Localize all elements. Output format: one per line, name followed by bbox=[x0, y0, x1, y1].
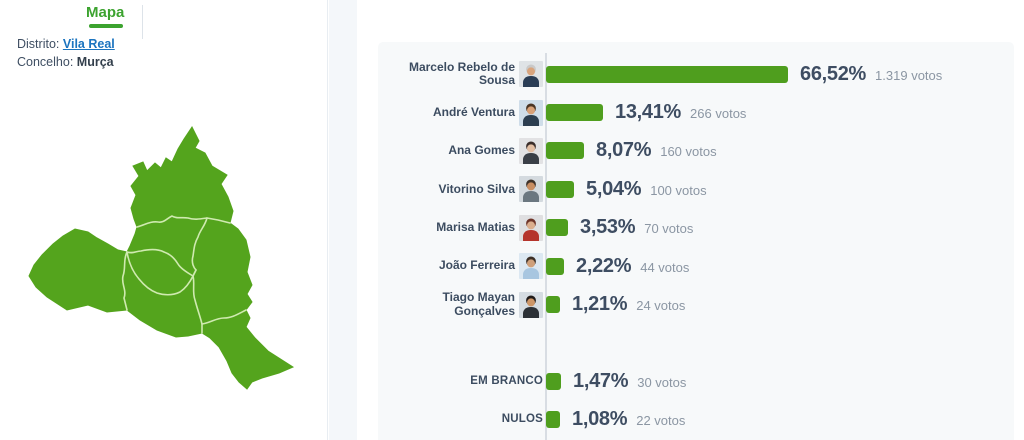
avatar-face bbox=[527, 67, 535, 76]
tab-mapa[interactable]: Mapa bbox=[86, 4, 125, 21]
candidate-photo bbox=[519, 99, 543, 126]
map-freguesia-border-south bbox=[192, 269, 203, 334]
municipality-map-svg[interactable] bbox=[0, 80, 330, 440]
avatar-torso bbox=[523, 268, 539, 280]
map-freguesia-border-east bbox=[191, 217, 208, 277]
result-votes: 70 votos bbox=[644, 221, 694, 237]
results-rows: Marcelo Rebelo de Sousa 66,52% 1.319 vot… bbox=[378, 55, 1014, 439]
result-row: Ana Gomes 8,07% 160 votos bbox=[378, 132, 1014, 170]
avatar-icon bbox=[523, 218, 539, 241]
result-row: Marisa Matias 3,53% 70 votos bbox=[378, 209, 1014, 247]
results-chart-panel: Marcelo Rebelo de Sousa 66,52% 1.319 vot… bbox=[378, 42, 1014, 440]
avatar-face bbox=[527, 259, 535, 268]
municipality-value: Murça bbox=[76, 55, 114, 69]
candidate-name: Tiago Mayan Gonçalves bbox=[442, 290, 515, 318]
avatar-icon bbox=[523, 295, 539, 318]
result-bar bbox=[546, 257, 564, 275]
result-bar bbox=[546, 104, 603, 122]
map-shape[interactable] bbox=[28, 126, 295, 390]
avatar-torso bbox=[523, 191, 539, 203]
district-row: Distrito: Vila Real bbox=[17, 37, 115, 51]
district-link[interactable]: Vila Real bbox=[62, 37, 115, 51]
candidate-name: EM BRANCO bbox=[470, 374, 543, 387]
result-percentage: 1,21% bbox=[572, 293, 628, 316]
avatar-face bbox=[527, 105, 535, 114]
avatar-icon bbox=[523, 103, 539, 126]
result-votes: 44 votos bbox=[640, 259, 690, 275]
avatar-face bbox=[527, 182, 535, 191]
candidate-photo bbox=[519, 291, 543, 318]
result-votes: 100 votos bbox=[650, 182, 707, 198]
result-bar bbox=[546, 372, 561, 390]
avatar-icon bbox=[523, 256, 539, 280]
panel-gutter bbox=[329, 0, 357, 440]
avatar-torso bbox=[523, 114, 539, 126]
result-bar bbox=[546, 180, 574, 198]
candidate-name: Marcelo Rebelo de Sousa bbox=[408, 59, 515, 88]
result-percentage: 13,41% bbox=[615, 101, 682, 124]
result-votes: 22 votos bbox=[636, 413, 686, 429]
result-votes: 24 votos bbox=[636, 298, 686, 314]
result-row: NULOS 1,08% 22 votos bbox=[378, 401, 1014, 439]
result-row: Tiago Mayan Gonçalves 1,21% 24 votos bbox=[378, 285, 1014, 323]
result-percentage: 5,04% bbox=[586, 177, 642, 200]
candidate-photo bbox=[519, 61, 543, 88]
municipality-row: Concelho: Murça bbox=[17, 55, 114, 69]
avatar-torso bbox=[523, 152, 539, 164]
result-row: André Ventura 13,41% 266 votos bbox=[378, 93, 1014, 131]
avatar-face bbox=[527, 144, 535, 153]
result-bar bbox=[546, 142, 584, 160]
result-percentage: 1,47% bbox=[573, 369, 629, 392]
result-votes: 30 votos bbox=[637, 374, 687, 390]
result-votes: 160 votos bbox=[660, 144, 717, 160]
avatar-icon bbox=[523, 141, 539, 164]
candidate-photo bbox=[519, 253, 543, 280]
result-bar bbox=[546, 65, 788, 83]
avatar-torso bbox=[523, 306, 539, 318]
result-row: Marcelo Rebelo de Sousa 66,52% 1.319 vot… bbox=[378, 55, 1014, 93]
result-percentage: 3,53% bbox=[580, 216, 636, 239]
result-percentage: 2,22% bbox=[576, 254, 632, 277]
chart-axis-line bbox=[545, 53, 547, 440]
avatar-face bbox=[527, 221, 535, 230]
avatar-face bbox=[527, 297, 535, 306]
municipality-label: Concelho: bbox=[17, 55, 74, 69]
district-label: Distrito: bbox=[17, 37, 60, 51]
municipality-map[interactable] bbox=[0, 80, 330, 440]
avatar-icon bbox=[523, 179, 539, 203]
candidate-photo bbox=[519, 176, 543, 203]
candidate-photo bbox=[519, 214, 543, 241]
candidate-name: Ana Gomes bbox=[448, 143, 515, 158]
result-percentage: 66,52% bbox=[800, 62, 867, 85]
tab-divider bbox=[142, 5, 143, 39]
map-freguesia-border-tail bbox=[201, 309, 247, 325]
result-row: João Ferreira 2,22% 44 votos bbox=[378, 247, 1014, 285]
result-row: EM BRANCO 1,47% 30 votos bbox=[378, 362, 1014, 400]
result-bar bbox=[546, 411, 560, 429]
tab-active-indicator bbox=[89, 24, 123, 28]
avatar-torso bbox=[523, 229, 539, 241]
map-panel: Mapa Distrito: Vila Real Concelho: Murça bbox=[0, 0, 328, 440]
result-bar bbox=[546, 219, 568, 237]
result-bar bbox=[546, 296, 560, 314]
candidate-name: João Ferreira bbox=[438, 258, 515, 273]
avatar-torso bbox=[523, 76, 539, 88]
candidate-name: Vitorino Silva bbox=[438, 181, 515, 196]
map-freguesia-border-west bbox=[121, 251, 128, 311]
result-percentage: 8,07% bbox=[596, 139, 652, 162]
candidate-name: André Ventura bbox=[432, 104, 515, 119]
avatar-icon bbox=[523, 64, 539, 88]
result-percentage: 1,08% bbox=[572, 408, 628, 431]
result-row: Vitorino Silva 5,04% 100 votos bbox=[378, 170, 1014, 208]
result-votes: 1.319 votos bbox=[875, 67, 943, 83]
candidate-photo bbox=[519, 137, 543, 164]
candidate-name: Marisa Matias bbox=[436, 220, 515, 235]
result-votes: 266 votos bbox=[690, 106, 747, 122]
candidate-name: NULOS bbox=[501, 413, 543, 426]
map-freguesia-border-north bbox=[136, 215, 231, 228]
